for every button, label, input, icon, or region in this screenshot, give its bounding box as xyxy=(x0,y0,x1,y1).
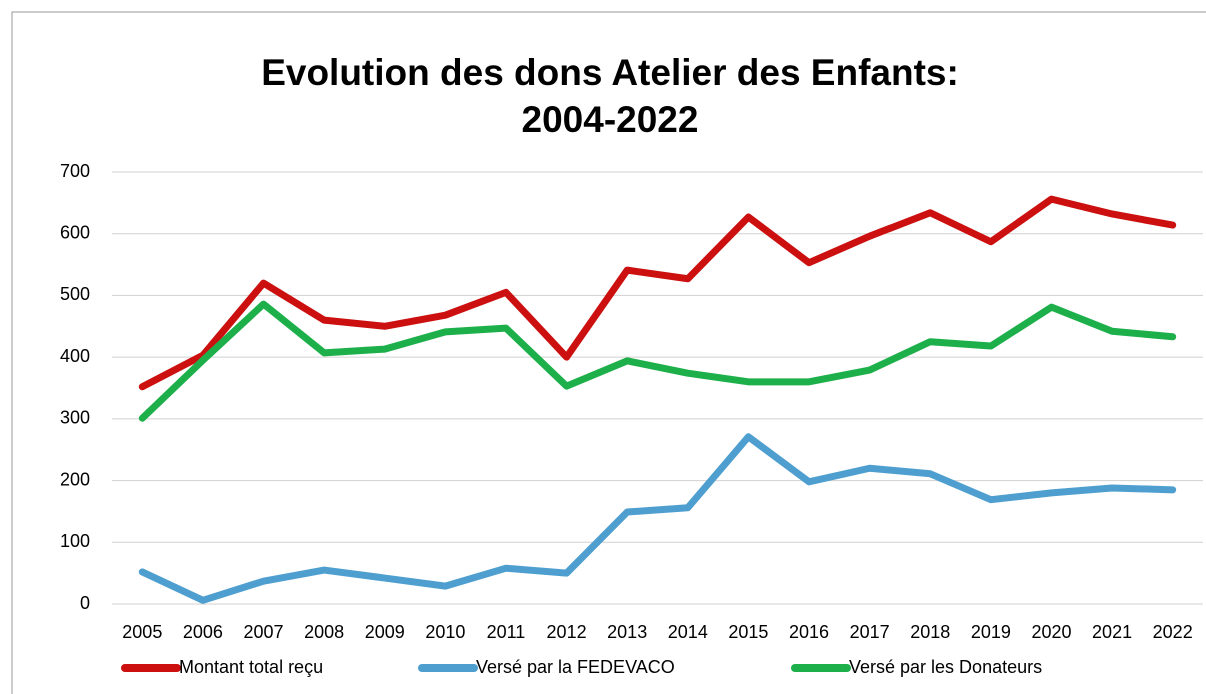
x-tick-label: 2008 xyxy=(304,622,344,642)
x-tick-label: 2019 xyxy=(971,622,1011,642)
series-line xyxy=(138,195,1177,391)
x-tick-label: 2021 xyxy=(1092,622,1132,642)
x-tick-label: 2005 xyxy=(122,622,162,642)
x-tick-label: 2014 xyxy=(668,622,708,642)
y-tick-label: 400 xyxy=(60,346,90,366)
chart-title: Evolution des dons Atelier des Enfants: xyxy=(261,52,959,93)
y-tick-label: 500 xyxy=(60,284,90,304)
legend-label: Montant total reçu xyxy=(179,657,323,677)
x-tick-label: 2016 xyxy=(789,622,829,642)
y-tick-label: 300 xyxy=(60,408,90,428)
x-tick-label: 2020 xyxy=(1031,622,1071,642)
x-tick-label: 2022 xyxy=(1153,622,1193,642)
legend-label: Versé par la FEDEVACO xyxy=(476,657,675,677)
x-tick-label: 2017 xyxy=(850,622,890,642)
x-tick-label: 2010 xyxy=(425,622,465,642)
y-tick-label: 700 xyxy=(60,161,90,181)
x-tick-label: 2015 xyxy=(728,622,768,642)
chart-title: 2004-2022 xyxy=(522,99,699,140)
y-tick-label: 0 xyxy=(80,593,90,613)
legend-label: Versé par les Donateurs xyxy=(849,657,1042,677)
x-tick-label: 2006 xyxy=(183,622,223,642)
x-tick-label: 2012 xyxy=(547,622,587,642)
series-line xyxy=(138,433,1177,604)
y-tick-label: 600 xyxy=(60,222,90,242)
x-tick-label: 2007 xyxy=(244,622,284,642)
y-tick-label: 100 xyxy=(60,531,90,551)
x-tick-label: 2018 xyxy=(910,622,950,642)
x-tick-label: 2009 xyxy=(365,622,405,642)
x-tick-label: 2013 xyxy=(607,622,647,642)
y-tick-label: 200 xyxy=(60,469,90,489)
x-tick-label: 2011 xyxy=(487,622,526,642)
series-line xyxy=(138,300,1177,422)
